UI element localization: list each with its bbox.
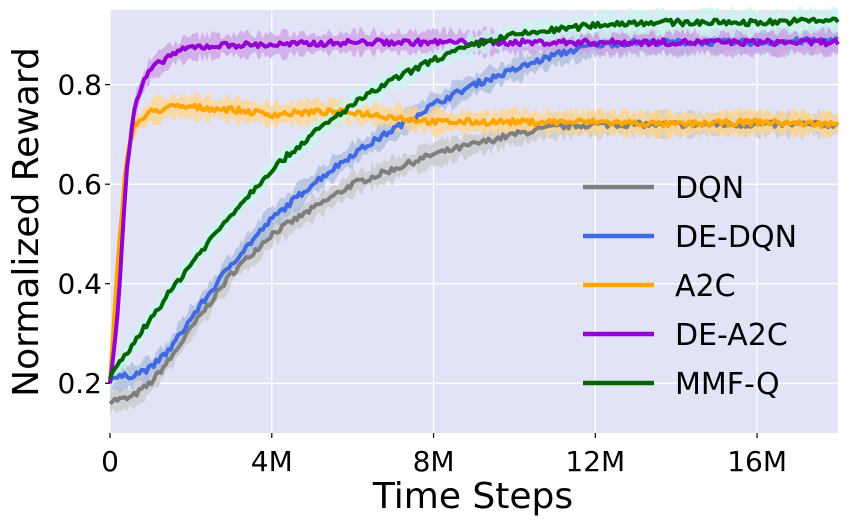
x-tick-label: 4M	[251, 445, 293, 478]
legend: DQN DE-DQN A2C DE-A2C MMF-Q	[583, 171, 797, 402]
y-axis: 0.2 0.4 0.6 0.8	[57, 69, 110, 400]
x-tick-label: 8M	[413, 445, 455, 478]
series-band-mmf-q	[110, 5, 838, 394]
series-line-a2c	[108, 102, 839, 382]
y-axis-label: Normalized Reward	[6, 47, 47, 397]
series-band-dqn	[110, 108, 838, 416]
y-tick-label: 0.2	[57, 367, 102, 400]
legend-label-de-a2c: DE-A2C	[675, 318, 788, 353]
legend-label-a2c: A2C	[675, 269, 736, 304]
x-tick-label: 12M	[565, 445, 625, 478]
y-tick-label: 0.6	[57, 168, 102, 201]
y-tick-label: 0.8	[57, 69, 102, 102]
series-lines	[108, 16, 840, 406]
x-tick-label: 16M	[727, 445, 787, 478]
x-tick-label: 0	[101, 445, 119, 478]
x-axis-label: Time Steps	[372, 476, 573, 517]
legend-label-dqn: DQN	[675, 171, 744, 206]
legend-label-de-dqn: DE-DQN	[675, 220, 797, 255]
legend-label-mmf-q: MMF-Q	[675, 367, 780, 402]
y-tick-label: 0.4	[57, 268, 102, 301]
x-axis: 0 4M 8M 12M 16M	[101, 433, 787, 478]
series-line-dqn	[108, 119, 840, 406]
series-line-mmf-q	[108, 16, 840, 380]
series-band-de-a2c	[110, 26, 838, 397]
